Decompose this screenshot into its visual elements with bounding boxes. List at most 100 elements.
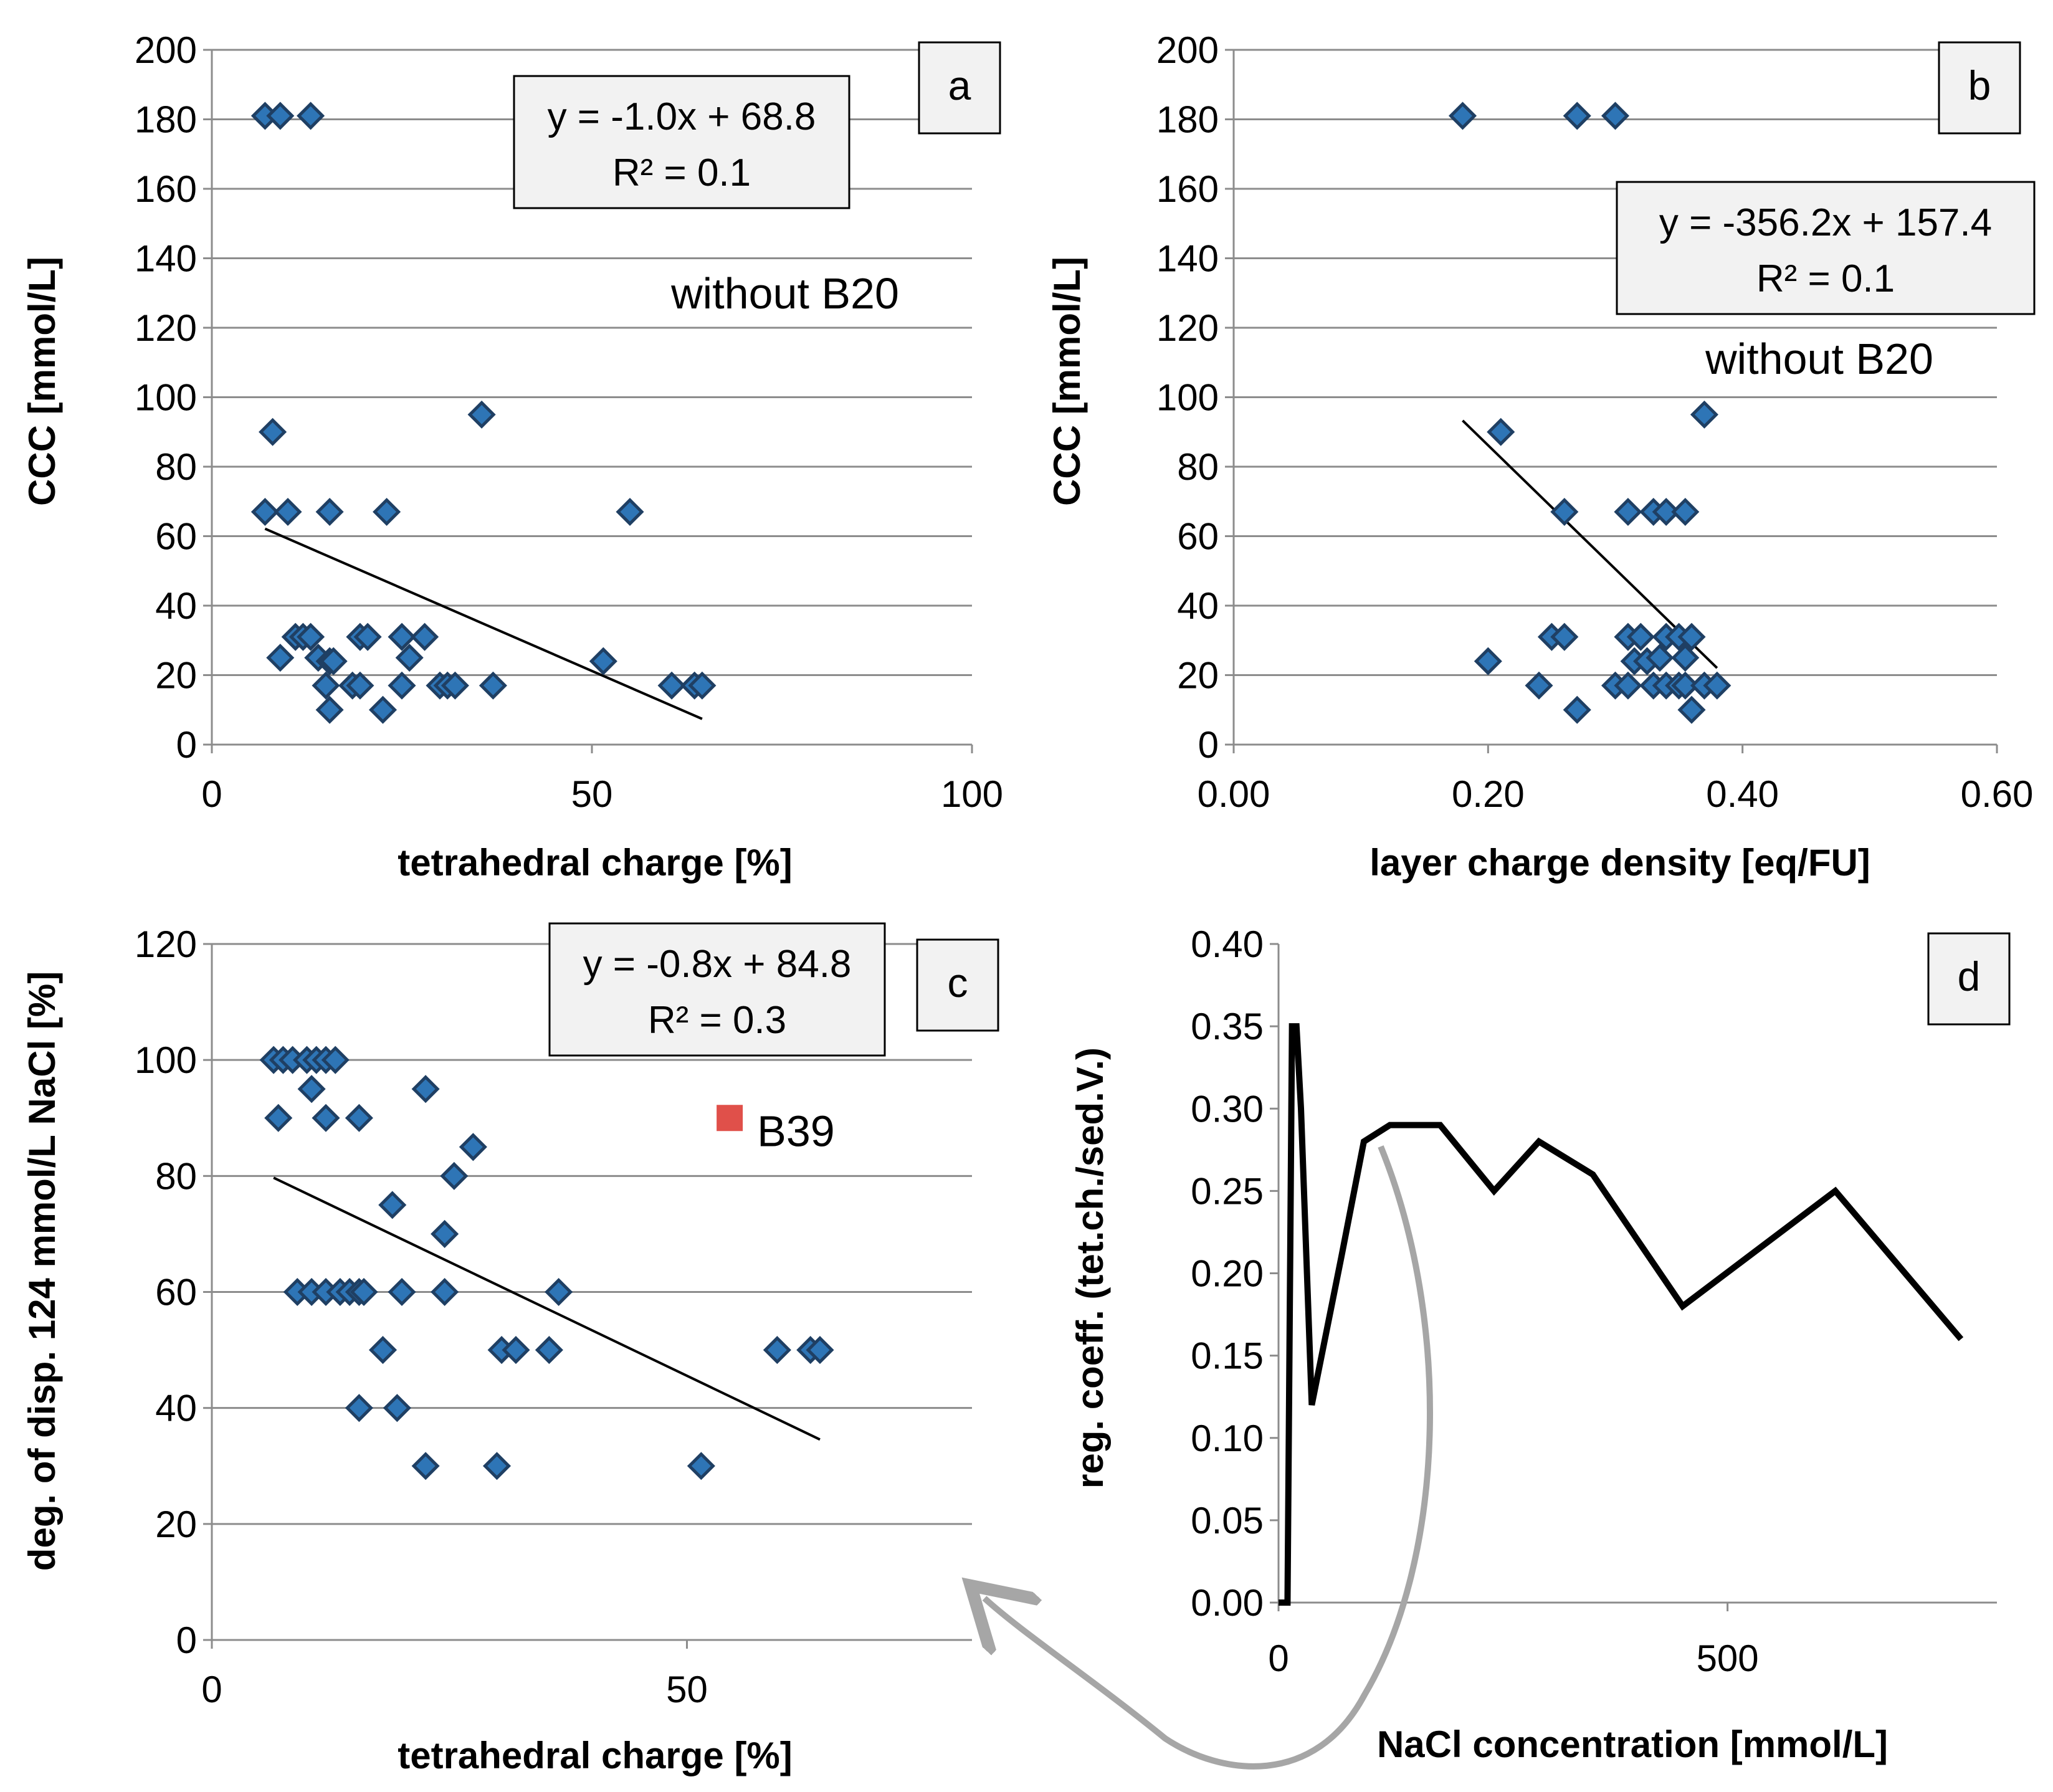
data-point — [589, 647, 617, 675]
y-tick-label: 40 — [155, 1388, 197, 1429]
panel-a-trendline — [264, 527, 703, 720]
data-point — [321, 1046, 350, 1074]
data-point — [502, 1336, 530, 1365]
data-point — [431, 1277, 459, 1307]
data-point — [535, 1336, 563, 1365]
y-tick-label: 20 — [155, 655, 197, 697]
y-tick-label: 140 — [1156, 238, 1219, 280]
panel-b-xlabel: layer charge density [eq/FU] — [1369, 842, 1870, 884]
data-point — [395, 644, 424, 672]
panel-a-equation-box: y = -1.0x + 68.8 R² = 0.1 — [513, 75, 850, 209]
panel-c-r-squared: R² = 0.3 — [648, 999, 786, 1042]
panel-c-trendline — [273, 1176, 821, 1441]
panel-b-points — [1448, 102, 1731, 724]
panel-a-ticks: 0 20 40 60 80 100 120 140 160 180 200 0 50 100 — [135, 29, 1003, 815]
panel-b-trendline — [1462, 419, 1718, 669]
data-point — [441, 671, 469, 700]
y-tick-label: 0.10 — [1191, 1418, 1264, 1459]
data-point — [479, 671, 507, 700]
panel-a-letter: a — [948, 62, 971, 108]
panel-b-ticks: 0 20 40 60 80 100 120 140 160 180 200 0.00 0.20 0.40 0… — [1156, 29, 2034, 815]
y-tick-label: 180 — [135, 99, 197, 141]
panel-d-letter: d — [1958, 953, 1981, 999]
data-point — [312, 1103, 340, 1132]
panel-a-ylabel: CCC [mmol/L] — [21, 257, 63, 506]
data-point — [806, 1336, 834, 1365]
y-tick-label: 0.40 — [1191, 923, 1264, 965]
data-point — [368, 1336, 398, 1365]
data-point — [346, 671, 374, 700]
panel-a-r-squared: R² = 0.1 — [612, 151, 751, 194]
panel-c-letter: c — [948, 960, 968, 1006]
data-point — [1525, 671, 1553, 700]
data-point — [1550, 497, 1579, 527]
data-point — [440, 1161, 469, 1190]
x-tick-label: 50 — [571, 773, 613, 815]
x-tick-label: 50 — [666, 1669, 708, 1710]
panel-d-letter-box: d — [1927, 932, 2011, 1026]
panel-a-points — [250, 102, 717, 724]
panel-b-annotation: without B20 — [1705, 335, 1933, 383]
y-tick-label: 160 — [1156, 168, 1219, 210]
data-point — [315, 497, 344, 527]
data-point — [264, 1103, 293, 1132]
data-point — [459, 1133, 487, 1161]
y-tick-label: 60 — [155, 1272, 197, 1313]
trendline — [273, 1176, 821, 1441]
data-point — [763, 1336, 791, 1365]
data-point — [1626, 622, 1655, 651]
series-line — [1279, 1023, 1964, 1606]
data-point — [250, 497, 279, 527]
y-tick-label: 100 — [135, 1039, 197, 1081]
y-tick-label: 0.20 — [1191, 1253, 1264, 1295]
panel-c-outlier: B39 — [717, 1105, 835, 1155]
y-tick-label: 120 — [135, 923, 197, 965]
data-point — [1601, 102, 1630, 130]
data-point — [1563, 695, 1591, 724]
panel-b-r-squared: R² = 0.1 — [1756, 257, 1895, 300]
y-tick-label: 0.15 — [1191, 1335, 1264, 1377]
x-tick-label: 0.40 — [1706, 773, 1779, 815]
panel-c-equation: y = -0.8x + 84.8 — [583, 943, 852, 986]
connector-arrow — [984, 1145, 1433, 1770]
x-tick-label: 0 — [201, 773, 222, 815]
data-point — [1614, 497, 1642, 527]
data-point — [297, 1075, 326, 1103]
panel-a-scatter: 0 20 40 60 80 100 120 140 160 180 200 0 50 100 tetrah… — [21, 29, 1003, 884]
panel-b-letter-box: b — [1938, 41, 2021, 135]
data-point — [266, 102, 295, 130]
y-tick-label: 0.30 — [1191, 1088, 1264, 1130]
y-tick-label: 140 — [135, 238, 197, 280]
data-point — [1677, 695, 1706, 724]
data-point — [378, 1191, 407, 1219]
y-tick-label: 0.00 — [1191, 1582, 1264, 1624]
y-tick-label: 120 — [1156, 307, 1219, 349]
y-tick-label: 200 — [135, 29, 197, 71]
panel-b-ylabel: CCC [mmol/L] — [1046, 257, 1088, 506]
panel-c-points — [259, 1046, 834, 1480]
data-point — [266, 644, 295, 672]
panel-d-xlabel: NaCl concentration [mmol/L] — [1377, 1723, 1888, 1765]
panel-c-letter-box: c — [916, 938, 999, 1032]
panel-a-xlabel: tetrahedral charge [%] — [398, 842, 793, 884]
y-tick-label: 80 — [155, 1155, 197, 1197]
data-point — [368, 695, 398, 724]
y-tick-label: 0.05 — [1191, 1500, 1264, 1542]
data-point — [545, 1277, 573, 1307]
data-point — [687, 1452, 715, 1480]
y-tick-label: 0.25 — [1191, 1170, 1264, 1212]
data-point — [411, 622, 439, 651]
data-point — [345, 1394, 373, 1423]
panel-d-ticks: 0.00 0.05 0.10 0.15 0.20 0.25 0.30 0.35 0.40 0 500 — [1191, 923, 1997, 1679]
data-point — [1563, 102, 1591, 130]
y-tick-label: 180 — [1156, 99, 1219, 141]
y-tick-label: 0.35 — [1191, 1006, 1264, 1047]
y-tick-label: 200 — [1156, 29, 1219, 71]
panel-b-equation: y = -356.2x + 157.4 — [1659, 201, 1992, 244]
outlier-label: B39 — [757, 1107, 835, 1155]
data-point — [345, 1103, 373, 1132]
panel-d-ylabel: reg. coeff. (tet.ch./sed.V.) — [1069, 1047, 1111, 1489]
x-tick-label: 100 — [941, 773, 1003, 815]
data-point — [482, 1452, 512, 1480]
